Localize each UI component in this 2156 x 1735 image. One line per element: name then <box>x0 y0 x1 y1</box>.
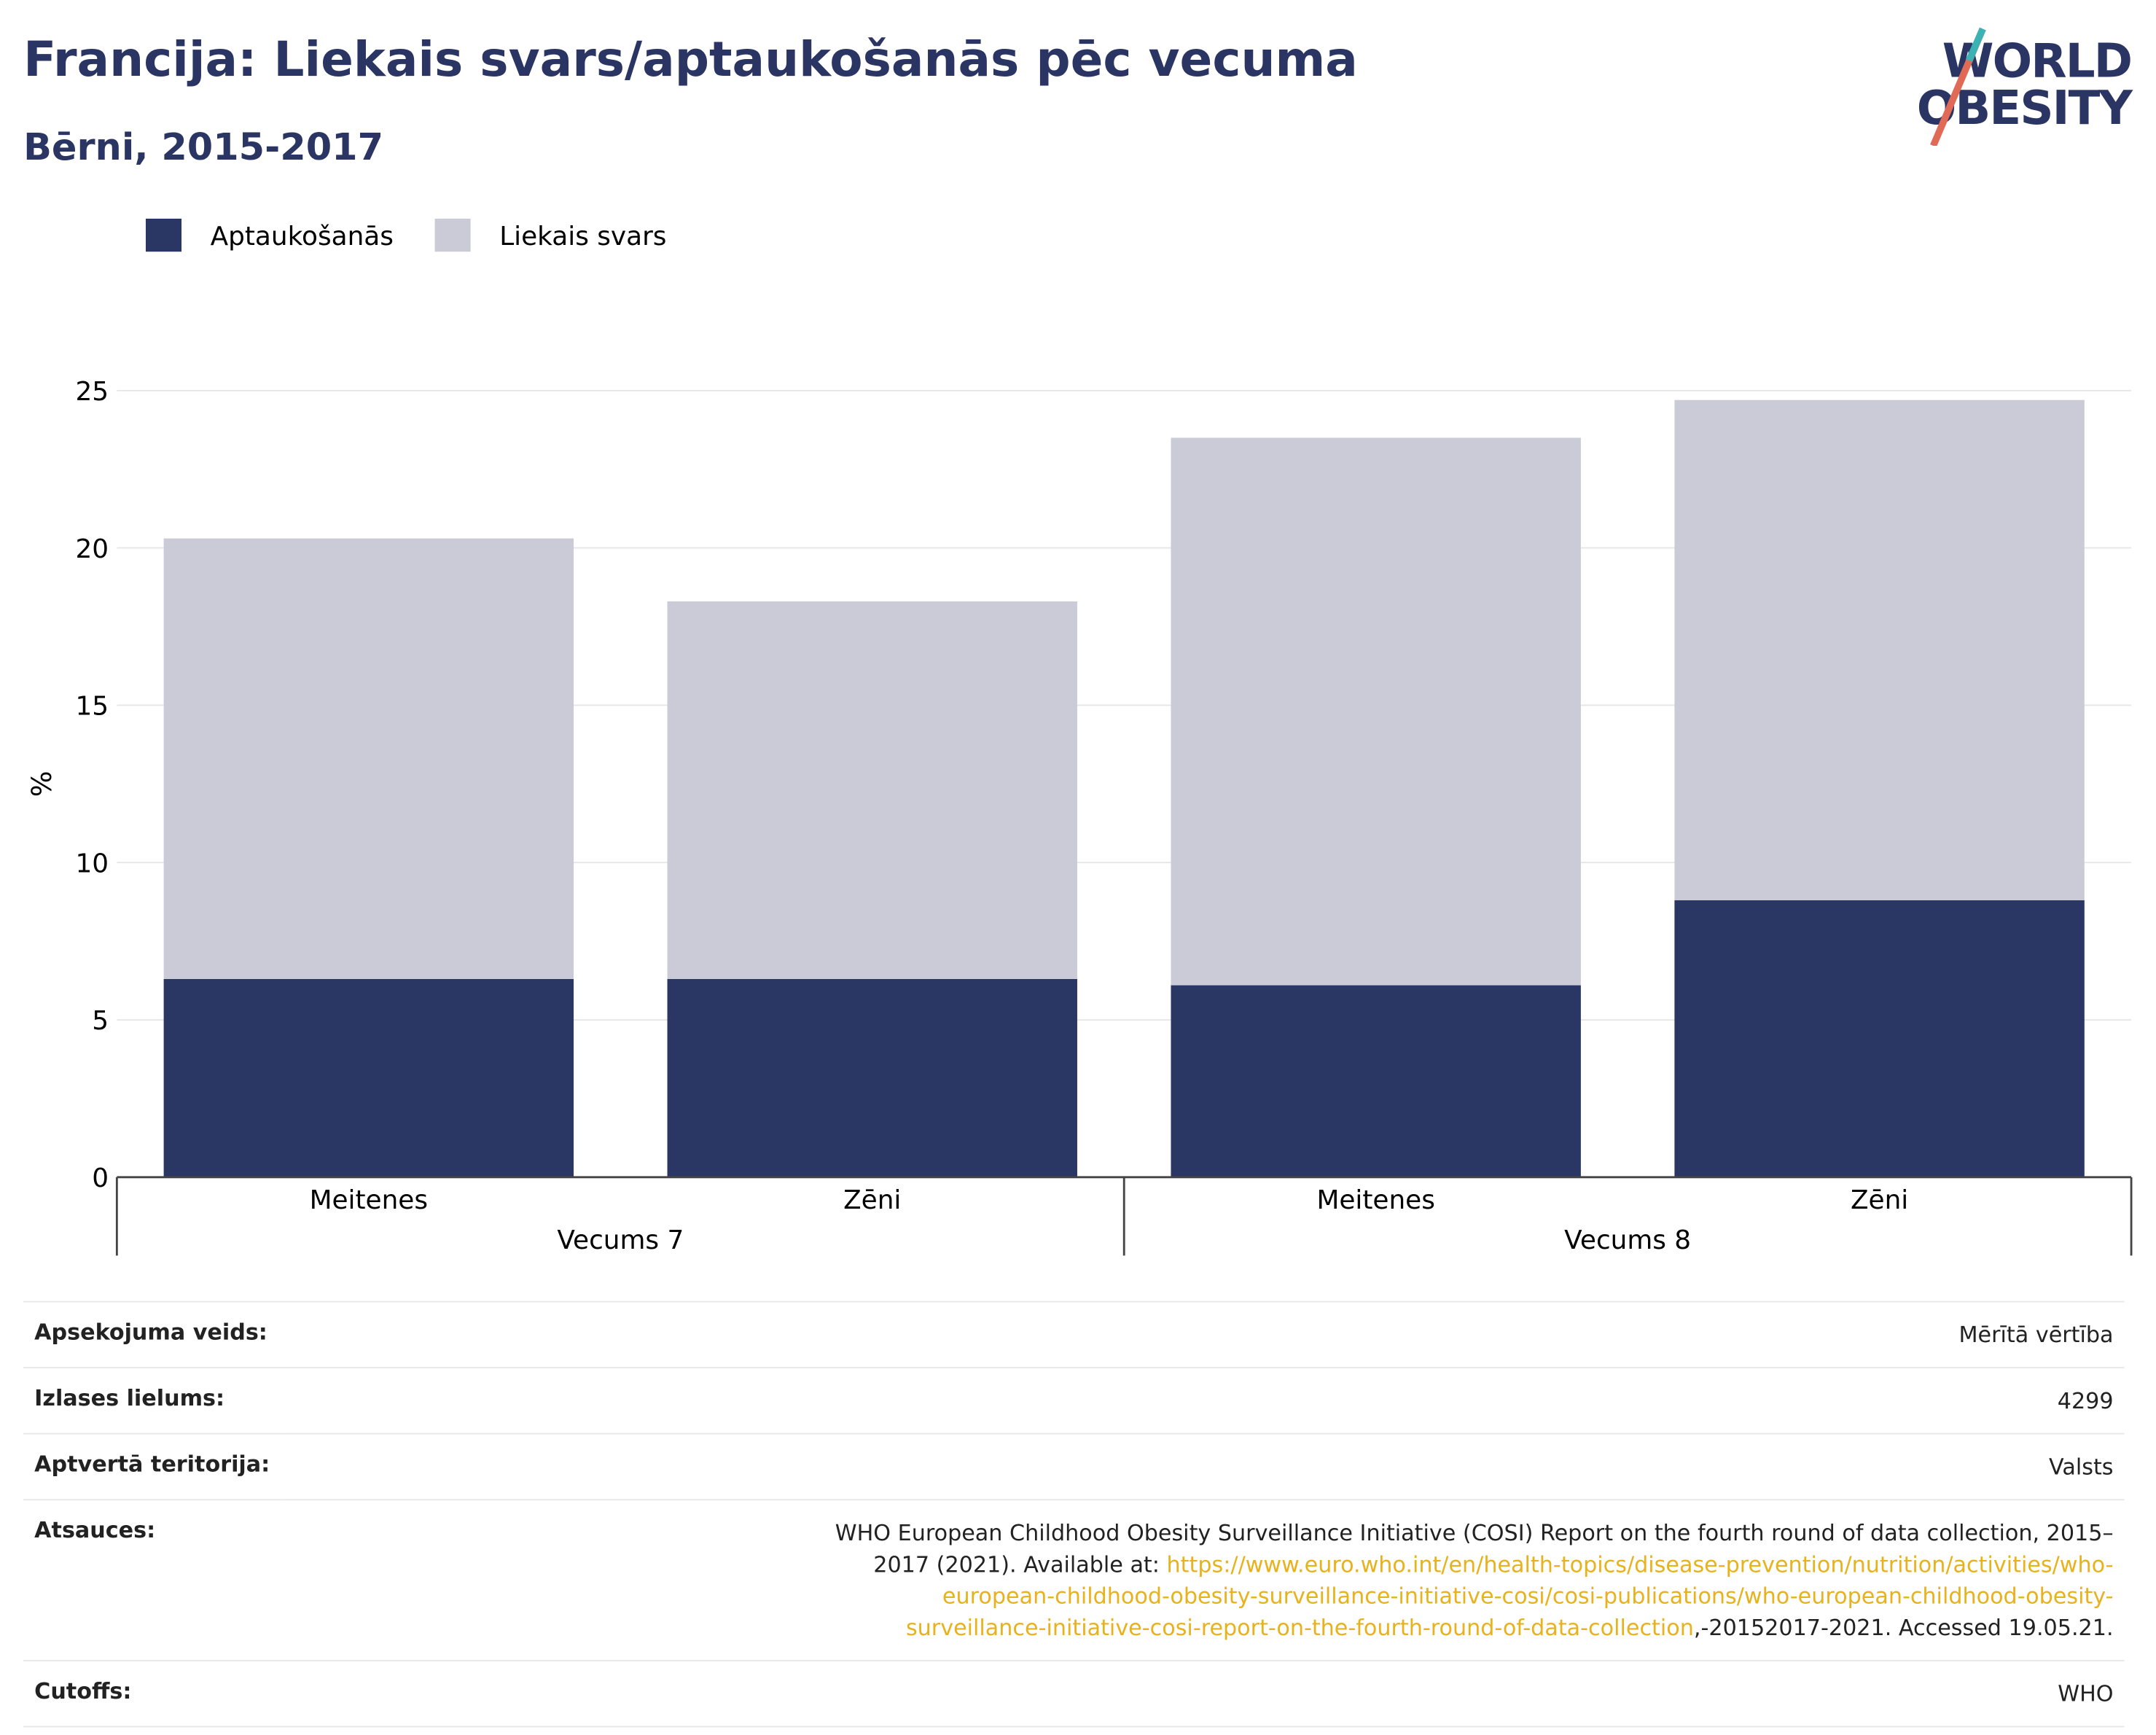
info-row: Izlases lielums: 4299 <box>23 1367 2125 1435</box>
y-tick-label: 15 <box>75 692 109 722</box>
y-tick-label: 10 <box>75 849 109 878</box>
info-table: Apsekojuma veids: Mērītā vērtība Izlases … <box>23 1301 2125 1728</box>
info-label: Apsekojuma veids: <box>23 1301 281 1369</box>
chart-subtitle: Bērni, 2015-2017 <box>23 126 384 170</box>
y-axis-label: % <box>26 771 58 797</box>
x-tick-label: Zēni <box>843 1185 901 1215</box>
logo-slash <box>1930 27 1986 146</box>
legend-label: Aptaukošanās <box>211 222 394 252</box>
source-text: ,-20152017-2021. Accessed 19.05.21. <box>1693 1614 2114 1641</box>
info-label: Izlases lielums: <box>23 1367 281 1435</box>
source-text: WHO European Childhood Obesity Surveilla… <box>835 1519 2114 1578</box>
chart-title: Francija: Liekais svars/aptaukošanās pēc… <box>23 33 1358 88</box>
bar-segment <box>1674 399 2085 901</box>
info-value: 4299 <box>281 1367 2125 1435</box>
group-label: Vecums 7 <box>557 1225 684 1255</box>
group-label: Vecums 8 <box>1564 1225 1691 1255</box>
info-row: Aptvertā teritorija: Valsts <box>23 1432 2125 1501</box>
info-value: Mērītā vērtība <box>281 1301 2125 1369</box>
info-row: Cutoffs: WHO <box>23 1660 2125 1728</box>
legend-swatch <box>434 218 471 252</box>
chart: Aptaukošanās Liekais svars 0 5 10 15 20 25% Meit… <box>26 218 2133 1256</box>
info-label: Aptvertā teritorija: <box>23 1432 281 1501</box>
legend-label: Liekais svars <box>499 222 666 252</box>
info-row: Atsauces: WHO European Childhood Obesity … <box>23 1499 2125 1661</box>
legend-swatch <box>145 218 182 252</box>
x-tick-label: Meitenes <box>310 1185 428 1215</box>
info-label: Cutoffs: <box>23 1660 281 1728</box>
info-label: Atsauces: <box>23 1499 281 1661</box>
logo: WORLD OBESITY <box>1917 27 2133 146</box>
info-value: WHO European Childhood Obesity Surveilla… <box>281 1499 2125 1661</box>
y-tick-label: 25 <box>75 377 109 407</box>
bar-segment <box>667 978 1077 1177</box>
y-tick-label: 5 <box>92 1006 109 1036</box>
bar-segment <box>1171 985 1581 1177</box>
x-tick-label: Zēni <box>1851 1185 1908 1215</box>
info-value: WHO <box>281 1660 2125 1728</box>
bar-segment <box>163 978 574 1177</box>
bar-segment <box>1674 900 2085 1177</box>
bar-segment <box>667 601 1077 979</box>
bar-segment <box>1171 437 1581 986</box>
source-link[interactable]: https://www.euro.who.int/en/health-topic… <box>905 1551 2114 1641</box>
bar-segment <box>163 538 574 979</box>
y-tick-label: 20 <box>75 534 109 564</box>
info-value: Valsts <box>281 1432 2125 1501</box>
y-tick-label: 0 <box>92 1163 109 1193</box>
info-row: Apsekojuma veids: Mērītā vērtība <box>23 1301 2125 1369</box>
x-tick-label: Meitenes <box>1316 1185 1434 1215</box>
